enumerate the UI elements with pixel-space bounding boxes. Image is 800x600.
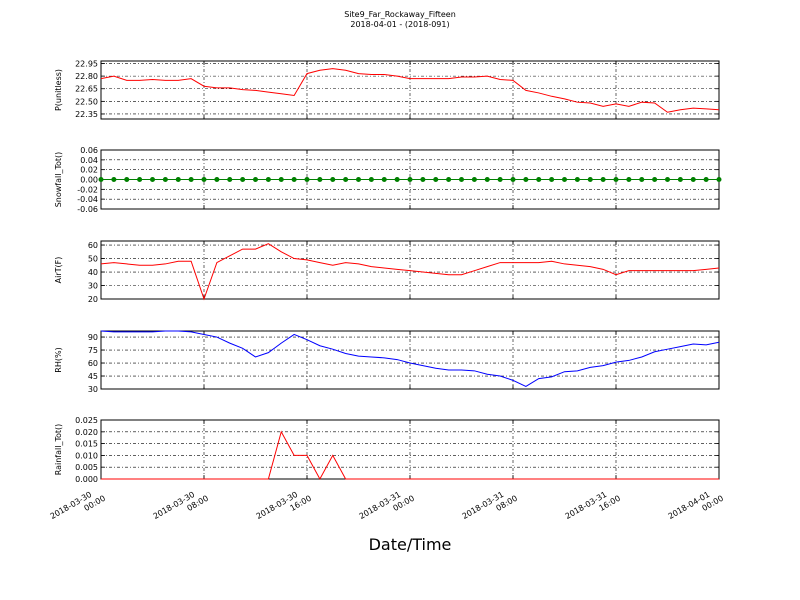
data-point xyxy=(227,177,233,182)
y-tick-label: 0.025 xyxy=(75,416,98,425)
title: Site9_Far_Rockaway_Fifteen xyxy=(344,10,456,19)
data-point xyxy=(536,177,542,182)
data-point xyxy=(690,177,696,182)
data-point xyxy=(677,177,683,182)
y-tick-label: 0.010 xyxy=(75,451,98,460)
y-axis-label: P(unitless) xyxy=(54,69,63,111)
data-point xyxy=(549,177,555,182)
data-point xyxy=(240,177,246,182)
data-point xyxy=(716,177,722,182)
subtitle: 2018-04-01 - (2018-091) xyxy=(350,20,449,29)
y-tick-label: -0.02 xyxy=(77,185,98,194)
data-point xyxy=(291,177,297,182)
data-point xyxy=(574,177,580,182)
y-tick-label: 90 xyxy=(88,333,98,342)
data-point xyxy=(471,177,477,182)
y-tick-label: 75 xyxy=(88,346,98,355)
x-tick-label: 2018-03-3016:00 xyxy=(255,485,313,530)
x-tick-label: 2018-03-3000:00 xyxy=(49,485,107,530)
y-tick-label: 50 xyxy=(88,255,98,264)
data-point xyxy=(201,177,207,182)
y-tick-label: 22.35 xyxy=(75,110,98,119)
data-point xyxy=(265,177,271,182)
data-point xyxy=(253,177,258,182)
data-point xyxy=(98,177,104,182)
y-axis-label: Snowfall_Tot() xyxy=(54,152,63,208)
x-tick-label: 2018-03-3116:00 xyxy=(564,485,622,530)
y-tick-label: 22.65 xyxy=(75,85,98,94)
y-axis-label: AirT(F) xyxy=(54,257,63,284)
data-point xyxy=(587,177,593,182)
y-tick-label: 22.80 xyxy=(75,72,98,81)
y-tick-label: 60 xyxy=(88,241,98,250)
data-point xyxy=(510,177,516,182)
data-line xyxy=(100,243,720,301)
y-tick-label: 0.04 xyxy=(80,156,98,165)
y-tick-label: -0.04 xyxy=(77,195,98,204)
y-tick-label: 30 xyxy=(88,385,98,394)
data-point xyxy=(368,177,374,182)
y-tick-label: 20 xyxy=(88,295,98,304)
y-axis-label: RH(%) xyxy=(54,347,63,372)
y-tick-label: 45 xyxy=(88,372,98,381)
data-point xyxy=(562,177,567,182)
y-tick-label: 0.06 xyxy=(80,146,98,155)
data-point xyxy=(188,177,194,182)
data-point xyxy=(652,177,658,182)
data-point xyxy=(343,177,349,182)
data-point xyxy=(626,177,632,182)
data-point xyxy=(356,177,361,182)
data-point xyxy=(124,177,130,182)
data-point xyxy=(175,177,181,182)
y-tick-label: 0.00 xyxy=(80,176,98,185)
data-point xyxy=(497,177,503,182)
y-tick-label: -0.06 xyxy=(77,205,98,214)
data-point xyxy=(278,177,284,182)
x-tick-label: 2018-03-3108:00 xyxy=(461,485,519,530)
x-tick-label: 2018-03-3100:00 xyxy=(358,485,416,530)
data-point xyxy=(420,177,426,182)
data-line xyxy=(101,430,719,481)
data-point xyxy=(703,177,709,182)
data-point xyxy=(317,177,323,182)
y-axis-label: Rainfall_Tot() xyxy=(54,424,63,476)
data-point xyxy=(433,177,439,182)
y-tick-label: 0.020 xyxy=(75,428,98,437)
y-tick-label: 0.015 xyxy=(75,440,98,449)
data-line xyxy=(100,330,720,387)
y-tick-label: 0.005 xyxy=(75,463,98,472)
data-point xyxy=(330,177,336,182)
data-point xyxy=(111,177,117,182)
y-tick-label: 22.50 xyxy=(75,97,98,106)
data-point xyxy=(162,177,168,182)
data-point xyxy=(446,177,452,182)
y-tick-label: 40 xyxy=(88,268,98,277)
data-point xyxy=(484,177,490,182)
data-point xyxy=(214,177,220,182)
data-point xyxy=(639,177,645,182)
data-point xyxy=(459,177,464,182)
x-axis-label: Date/Time xyxy=(369,535,452,554)
y-tick-label: 30 xyxy=(88,282,98,291)
data-point xyxy=(304,177,310,182)
x-tick-label: 2018-03-3008:00 xyxy=(152,485,210,530)
y-tick-label: 60 xyxy=(88,359,98,368)
data-point xyxy=(150,177,155,182)
x-tick-label: 2018-04-0100:00 xyxy=(667,485,725,530)
y-tick-label: 0.000 xyxy=(75,475,98,484)
data-line xyxy=(100,68,720,113)
data-point xyxy=(381,177,387,182)
y-tick-label: 0.02 xyxy=(80,166,98,175)
data-point xyxy=(613,177,619,182)
data-point xyxy=(137,177,143,182)
data-point xyxy=(523,177,529,182)
data-point xyxy=(665,177,670,182)
data-point xyxy=(600,177,606,182)
data-point xyxy=(407,177,413,182)
data-point xyxy=(394,177,400,182)
y-tick-label: 22.95 xyxy=(75,60,98,69)
